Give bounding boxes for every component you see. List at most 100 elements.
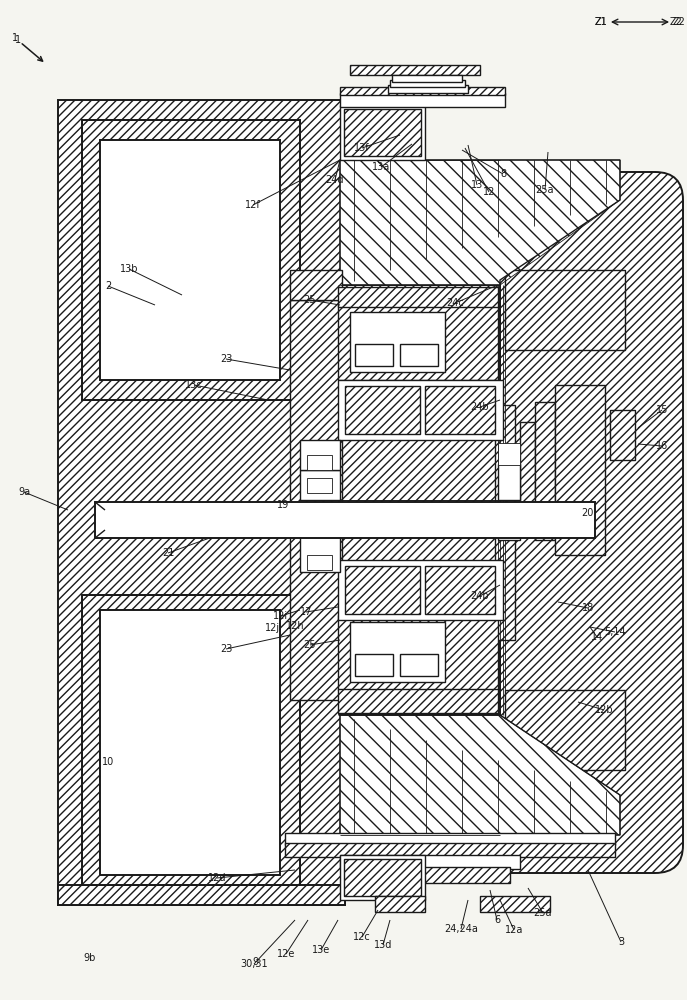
Bar <box>495 405 515 640</box>
Bar <box>505 690 625 770</box>
Bar <box>340 855 425 900</box>
Text: Z2: Z2 <box>673 17 686 27</box>
Text: 12: 12 <box>483 187 495 197</box>
Bar <box>338 615 498 690</box>
Bar <box>388 85 468 93</box>
Bar <box>498 464 520 500</box>
Text: 25a: 25a <box>534 908 552 918</box>
Bar <box>425 386 495 434</box>
Bar <box>350 312 445 372</box>
Bar <box>505 690 625 770</box>
Text: 13a: 13a <box>372 162 390 172</box>
Bar <box>82 120 300 400</box>
Text: 1: 1 <box>15 35 21 45</box>
Bar <box>350 65 480 75</box>
Text: 12d: 12d <box>207 873 226 883</box>
Bar <box>285 843 615 857</box>
Bar <box>345 386 420 434</box>
Text: 2: 2 <box>105 281 111 291</box>
Text: 6: 6 <box>494 915 500 925</box>
Bar <box>307 555 332 570</box>
Bar <box>345 566 420 614</box>
Text: 23: 23 <box>220 644 232 654</box>
Text: 14: 14 <box>591 632 603 642</box>
Bar <box>338 689 498 713</box>
Bar <box>610 410 635 460</box>
Text: 12j: 12j <box>265 623 280 633</box>
Bar <box>82 595 300 885</box>
Text: 13e: 13e <box>312 945 330 955</box>
Polygon shape <box>300 500 500 715</box>
Text: 3: 3 <box>618 937 624 947</box>
Bar <box>480 896 550 912</box>
Bar <box>505 270 625 350</box>
Text: 13c: 13c <box>185 380 203 390</box>
Text: 13b: 13b <box>120 264 138 274</box>
Text: 10: 10 <box>102 757 114 767</box>
Text: 21: 21 <box>162 548 174 558</box>
Text: 5,14: 5,14 <box>604 627 626 637</box>
Text: 15: 15 <box>656 405 668 415</box>
Bar <box>338 380 503 440</box>
Bar <box>375 896 425 912</box>
Bar <box>555 385 605 555</box>
Text: 19: 19 <box>277 500 289 510</box>
Bar <box>480 896 550 912</box>
Text: 13f: 13f <box>354 143 370 153</box>
Text: 25: 25 <box>304 295 316 305</box>
Text: 13: 13 <box>471 180 483 190</box>
Text: 17: 17 <box>300 607 312 617</box>
Text: 12c: 12c <box>353 932 371 942</box>
Text: 12e: 12e <box>277 949 295 959</box>
Text: 24b: 24b <box>471 591 489 601</box>
Text: 9: 9 <box>252 957 258 967</box>
Bar <box>82 595 300 885</box>
Bar <box>344 109 421 156</box>
Bar <box>100 140 280 380</box>
Polygon shape <box>340 160 620 285</box>
Bar <box>340 87 505 95</box>
Polygon shape <box>58 100 345 905</box>
Text: 24,24a: 24,24a <box>444 924 478 934</box>
Bar <box>400 654 438 676</box>
Bar <box>392 75 462 82</box>
Bar <box>355 654 393 676</box>
FancyBboxPatch shape <box>472 172 683 873</box>
Text: Z1: Z1 <box>595 17 607 27</box>
Bar <box>375 896 425 912</box>
Bar <box>290 300 342 700</box>
Bar <box>400 344 438 366</box>
Bar <box>300 440 340 470</box>
Bar <box>58 885 345 905</box>
Text: 24c: 24c <box>446 298 464 308</box>
Bar <box>380 867 510 883</box>
Bar <box>425 566 495 614</box>
Bar <box>338 615 498 690</box>
Text: 12h: 12h <box>286 621 304 631</box>
Bar <box>380 867 510 883</box>
Text: 24d: 24d <box>326 175 344 185</box>
Bar <box>82 120 300 400</box>
Text: Z1: Z1 <box>595 17 607 27</box>
Bar <box>355 344 393 366</box>
Bar <box>350 622 445 682</box>
Bar <box>338 560 503 620</box>
Text: 24b: 24b <box>471 402 489 412</box>
Text: 23: 23 <box>220 354 232 364</box>
Text: Z2: Z2 <box>670 17 682 27</box>
Bar <box>340 855 520 869</box>
Text: 16: 16 <box>656 441 668 451</box>
Bar <box>344 859 421 896</box>
Bar <box>338 305 498 380</box>
Bar <box>610 410 635 460</box>
Text: 8: 8 <box>500 169 506 179</box>
Bar <box>390 80 465 87</box>
Bar <box>340 105 425 160</box>
Text: 25a: 25a <box>536 185 554 195</box>
Text: 9b: 9b <box>84 953 96 963</box>
Bar <box>100 610 280 875</box>
Bar <box>535 402 555 540</box>
Text: 25: 25 <box>304 640 316 650</box>
Text: 9a: 9a <box>18 487 30 497</box>
Bar <box>340 93 505 107</box>
